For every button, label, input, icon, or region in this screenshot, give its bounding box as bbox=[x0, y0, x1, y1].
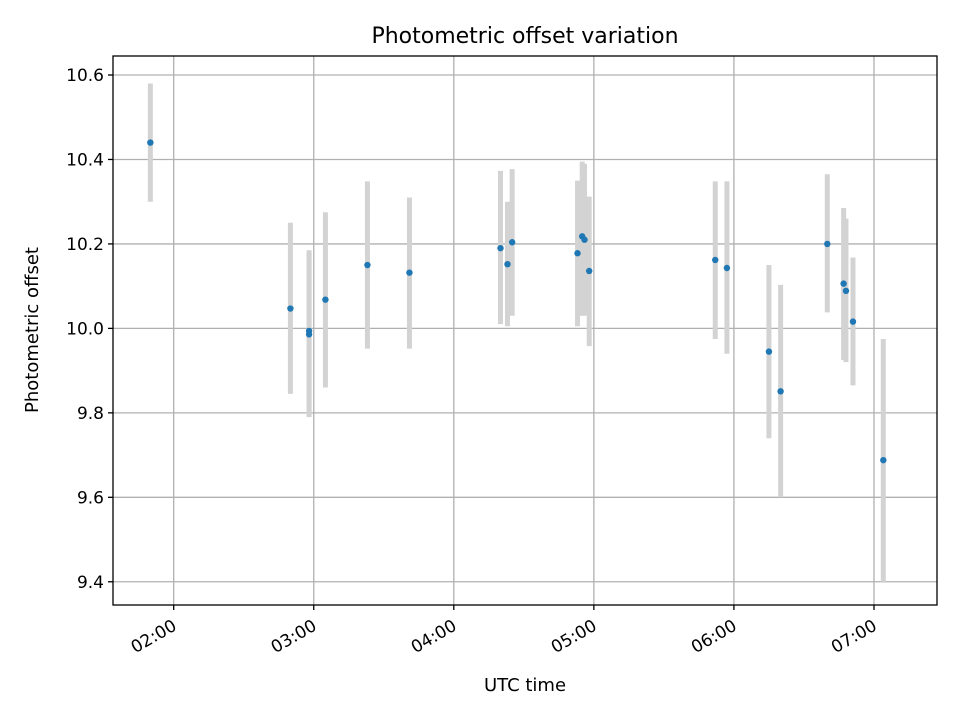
data-point bbox=[574, 250, 581, 257]
data-point bbox=[147, 139, 154, 146]
y-tick-label: 10.2 bbox=[66, 235, 104, 255]
plot-frame bbox=[112, 55, 938, 606]
data-point bbox=[581, 236, 588, 243]
y-tick-label: 10.0 bbox=[66, 319, 104, 339]
data-point bbox=[765, 348, 773, 355]
y-axis-label: Photometric offset bbox=[22, 247, 43, 413]
data-point bbox=[322, 296, 329, 303]
y-tick-label: 10.4 bbox=[66, 150, 104, 170]
data-markers bbox=[147, 139, 887, 464]
data-point bbox=[305, 331, 313, 338]
data-point bbox=[723, 264, 731, 272]
data-point bbox=[364, 261, 371, 269]
data-point bbox=[504, 260, 511, 268]
data-point bbox=[287, 305, 294, 312]
y-tick-label: 9.4 bbox=[77, 573, 104, 593]
data-point bbox=[849, 318, 857, 325]
grid-lines bbox=[113, 56, 937, 605]
data-point bbox=[585, 267, 593, 275]
y-tick-label: 9.8 bbox=[77, 404, 104, 424]
data-point bbox=[842, 287, 850, 295]
y-tick-label: 10.6 bbox=[66, 66, 104, 86]
data-point bbox=[508, 239, 516, 246]
x-axis-label: UTC time bbox=[484, 675, 566, 696]
y-axis-ticks: 9.4 9.6 9.8 10.0 10.2 10.4 10.6 bbox=[66, 66, 113, 593]
chart-title: Photometric offset variation bbox=[371, 24, 678, 49]
data-point bbox=[777, 388, 784, 395]
data-point bbox=[824, 240, 831, 248]
data-point bbox=[880, 456, 887, 464]
data-point bbox=[840, 280, 847, 287]
data-point bbox=[497, 244, 504, 252]
y-tick-label: 9.6 bbox=[77, 488, 104, 508]
data-point bbox=[712, 256, 719, 264]
data-point bbox=[406, 269, 413, 276]
